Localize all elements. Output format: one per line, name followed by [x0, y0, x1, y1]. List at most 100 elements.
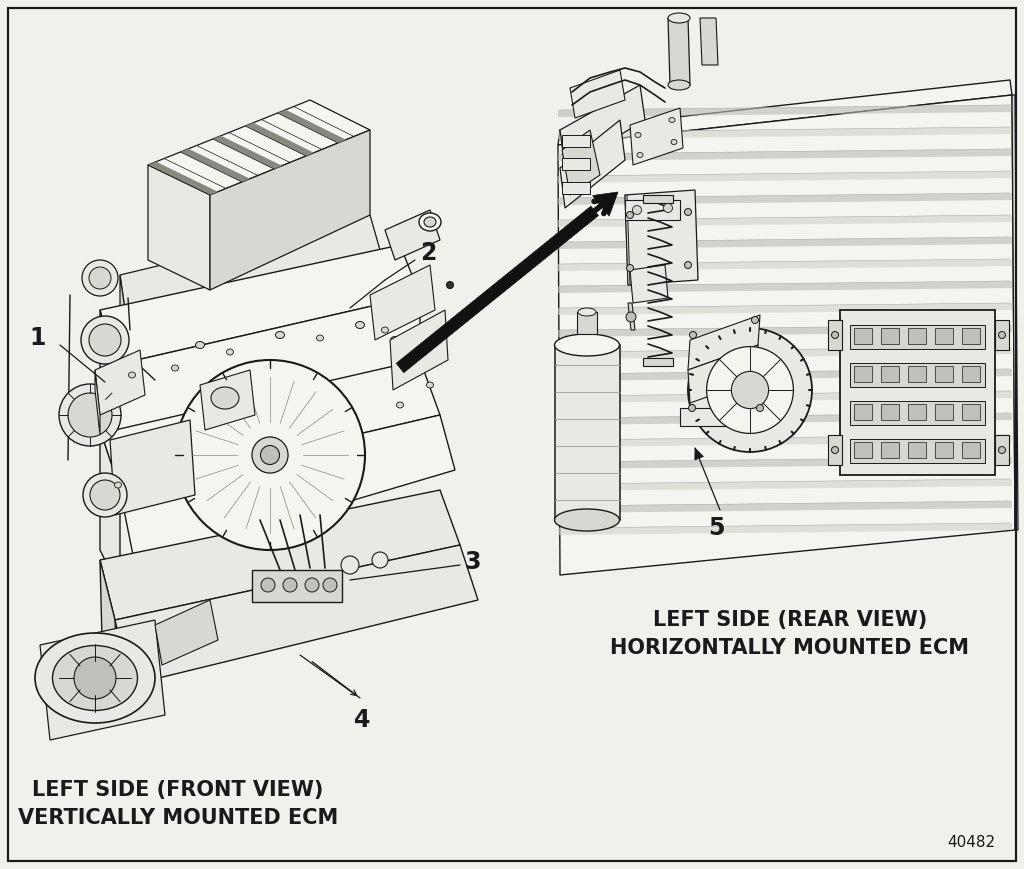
Bar	[854, 442, 872, 458]
Bar	[643, 195, 673, 203]
Bar	[562, 135, 590, 147]
Polygon shape	[625, 190, 698, 285]
Ellipse shape	[355, 322, 365, 328]
Polygon shape	[570, 70, 625, 118]
Polygon shape	[100, 245, 420, 365]
Polygon shape	[100, 430, 120, 590]
Polygon shape	[385, 210, 440, 260]
Ellipse shape	[89, 324, 121, 356]
Ellipse shape	[372, 552, 388, 568]
Ellipse shape	[83, 473, 127, 517]
Ellipse shape	[664, 203, 673, 213]
Ellipse shape	[669, 117, 675, 123]
Ellipse shape	[555, 334, 620, 356]
Polygon shape	[558, 325, 1012, 337]
Ellipse shape	[68, 393, 112, 437]
Ellipse shape	[831, 447, 839, 454]
Text: LEFT SIDE (REAR VIEW): LEFT SIDE (REAR VIEW)	[653, 610, 927, 630]
Ellipse shape	[668, 13, 690, 23]
Polygon shape	[560, 120, 625, 208]
Polygon shape	[100, 310, 115, 430]
Polygon shape	[120, 215, 380, 310]
Polygon shape	[558, 171, 1012, 183]
Polygon shape	[558, 259, 1012, 271]
Ellipse shape	[427, 382, 433, 388]
Polygon shape	[688, 315, 760, 370]
Ellipse shape	[283, 578, 297, 592]
Text: 40482: 40482	[947, 835, 995, 850]
Polygon shape	[630, 108, 683, 165]
Ellipse shape	[171, 365, 178, 371]
Polygon shape	[558, 303, 1012, 315]
Bar	[577, 312, 597, 334]
Polygon shape	[558, 281, 1012, 293]
Polygon shape	[245, 123, 314, 156]
Ellipse shape	[82, 260, 118, 296]
Polygon shape	[115, 545, 478, 685]
Bar	[995, 435, 1009, 465]
Bar	[850, 325, 985, 349]
Bar	[625, 200, 680, 220]
Polygon shape	[396, 206, 598, 373]
Ellipse shape	[341, 556, 359, 574]
Polygon shape	[148, 100, 370, 195]
Ellipse shape	[126, 356, 134, 363]
Polygon shape	[115, 295, 420, 430]
Polygon shape	[695, 448, 703, 460]
Ellipse shape	[555, 509, 620, 531]
Bar	[828, 320, 842, 350]
Polygon shape	[370, 265, 435, 340]
Bar	[935, 442, 953, 458]
Text: 4: 4	[354, 708, 371, 732]
Ellipse shape	[627, 264, 634, 271]
Bar	[555, 345, 620, 520]
Bar	[252, 570, 342, 602]
Polygon shape	[628, 303, 635, 330]
Ellipse shape	[424, 217, 436, 227]
Polygon shape	[558, 149, 1012, 161]
Bar	[881, 442, 899, 458]
Text: 5: 5	[708, 516, 724, 540]
Ellipse shape	[175, 360, 365, 550]
Ellipse shape	[275, 331, 285, 339]
Polygon shape	[560, 85, 645, 168]
Polygon shape	[558, 215, 1012, 227]
Ellipse shape	[59, 384, 121, 446]
Polygon shape	[558, 80, 1012, 145]
Ellipse shape	[252, 437, 288, 473]
Polygon shape	[558, 523, 1012, 535]
Ellipse shape	[436, 332, 443, 338]
Ellipse shape	[578, 308, 596, 316]
Polygon shape	[558, 193, 1012, 205]
Bar	[881, 328, 899, 344]
Polygon shape	[278, 109, 346, 143]
Polygon shape	[100, 360, 440, 490]
Ellipse shape	[998, 447, 1006, 454]
Ellipse shape	[390, 336, 399, 343]
Ellipse shape	[396, 402, 403, 408]
Bar	[935, 328, 953, 344]
Polygon shape	[688, 345, 760, 403]
Ellipse shape	[316, 335, 324, 341]
Polygon shape	[110, 420, 195, 515]
Polygon shape	[1012, 95, 1018, 530]
Polygon shape	[558, 391, 1012, 403]
Ellipse shape	[688, 328, 812, 452]
Ellipse shape	[211, 387, 239, 409]
Ellipse shape	[684, 262, 691, 269]
Text: HORIZONTALLY MOUNTED ECM: HORIZONTALLY MOUNTED ECM	[610, 638, 970, 658]
Ellipse shape	[668, 80, 690, 90]
Ellipse shape	[81, 316, 129, 364]
Polygon shape	[148, 165, 210, 290]
Bar	[854, 328, 872, 344]
Polygon shape	[40, 620, 165, 740]
Ellipse shape	[627, 211, 634, 218]
Ellipse shape	[633, 205, 641, 215]
Polygon shape	[558, 95, 1015, 575]
Polygon shape	[100, 560, 118, 680]
Polygon shape	[95, 370, 100, 435]
Bar	[908, 328, 926, 344]
Ellipse shape	[707, 347, 794, 434]
Polygon shape	[558, 413, 1012, 425]
Ellipse shape	[305, 578, 319, 592]
